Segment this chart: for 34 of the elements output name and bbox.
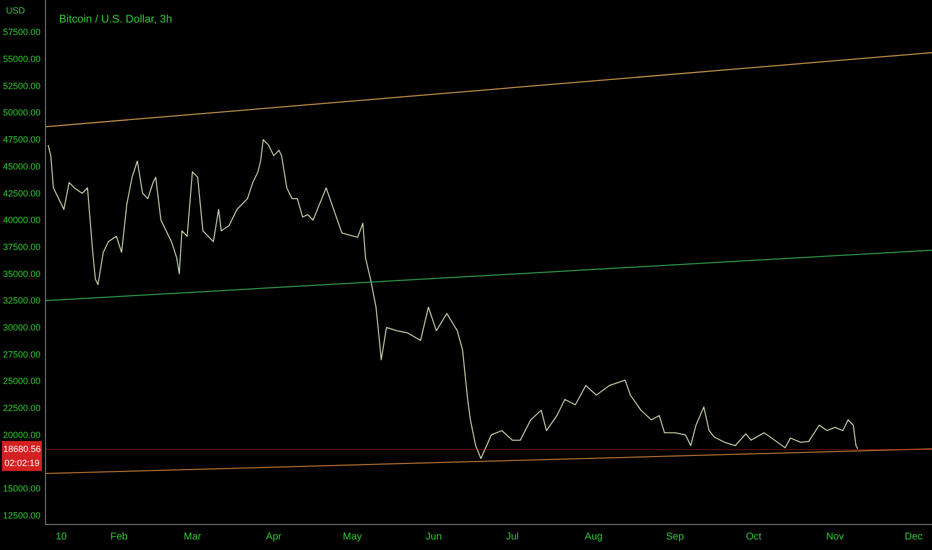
- y-tick-label: 30000.00: [2, 322, 41, 332]
- text: Bitcoin / U.S. Dollar, 3h: [59, 14, 172, 26]
- y-tick-label: 40000.00: [2, 215, 41, 226]
- y-tick-label: 35000.00: [2, 268, 41, 279]
- x-tick-label: Dec: [904, 532, 923, 542]
- y-tick-label: 15000.00: [2, 484, 41, 494]
- x-tick-label: Feb: [110, 532, 128, 542]
- ref-line-label: 18680.56: [3, 444, 41, 454]
- y-tick-label: 27500.00: [2, 349, 41, 360]
- x-tick-label: Aug: [584, 532, 603, 542]
- y-tick-label: 52500.00: [2, 80, 41, 91]
- y-tick-label: 20000.00: [2, 430, 41, 440]
- y-tick-label: 50000.00: [2, 108, 41, 118]
- y-tick-label: 25000.00: [2, 376, 41, 386]
- x-tick-label: Oct: [746, 532, 762, 542]
- x-tick-label: Apr: [266, 532, 282, 542]
- y-tick-label: 57500.00: [2, 27, 41, 38]
- y-axis-title: USD: [6, 6, 26, 16]
- x-tick-label: Nov: [826, 532, 844, 542]
- x-tick-label: May: [342, 532, 362, 542]
- text: 02:02:19: [4, 458, 40, 468]
- y-tick-label: 47500.00: [2, 134, 41, 145]
- y-tick-label: 55000.00: [2, 54, 41, 64]
- x-tick-label: Sep: [666, 532, 684, 542]
- x-tick-label: 10: [56, 532, 68, 542]
- x-tick-label: Mar: [184, 532, 202, 542]
- y-tick-label: 45000.00: [2, 161, 41, 172]
- x-tick-label: Jun: [426, 532, 442, 542]
- y-tick-label: 22500.00: [2, 403, 41, 414]
- y-tick-label: 37500.00: [2, 242, 41, 252]
- y-tick-label: 12500.00: [2, 510, 41, 520]
- y-tick-label: 32500.00: [2, 296, 41, 306]
- y-tick-label: 42500.00: [2, 188, 41, 198]
- x-tick-label: Jul: [506, 532, 519, 542]
